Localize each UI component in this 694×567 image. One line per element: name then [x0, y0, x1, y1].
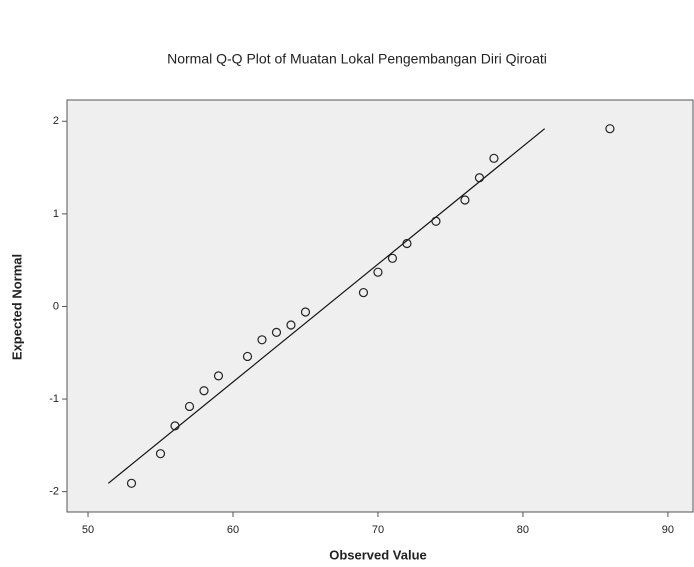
point — [431, 216, 441, 226]
point — [460, 195, 470, 205]
x-tick-label: 50 — [82, 524, 94, 536]
x-tick-label: 80 — [517, 524, 529, 536]
point — [605, 124, 615, 134]
y-tick-label: 0 — [53, 300, 59, 312]
point — [286, 320, 296, 330]
chart-title: Normal Q-Q Plot of Muatan Lokal Pengemba… — [167, 51, 547, 67]
point — [155, 449, 166, 459]
x-tick-label: 60 — [227, 524, 239, 536]
point — [387, 253, 398, 263]
y-tick-label: 1 — [53, 208, 59, 220]
point — [126, 478, 137, 488]
point — [402, 238, 412, 249]
point — [199, 386, 209, 396]
point — [373, 267, 383, 277]
point — [170, 421, 180, 431]
x-axis-label: Observed Value — [329, 547, 427, 562]
point — [213, 371, 224, 381]
reference-line — [107, 128, 546, 484]
x-tick-label: 90 — [662, 524, 674, 536]
y-tick-label: -2 — [49, 486, 59, 498]
point — [184, 401, 195, 412]
x-tick-label: 70 — [372, 524, 384, 536]
point — [489, 153, 499, 163]
y-axis-label: Expected Normal — [9, 254, 24, 360]
plot-area — [66, 99, 694, 513]
point — [242, 351, 253, 362]
point — [300, 307, 311, 317]
y-tick-label: 2 — [53, 115, 59, 127]
point — [271, 327, 282, 337]
y-tick-label: -1 — [49, 393, 59, 405]
point — [358, 287, 369, 298]
point — [474, 173, 485, 183]
point — [257, 335, 267, 345]
